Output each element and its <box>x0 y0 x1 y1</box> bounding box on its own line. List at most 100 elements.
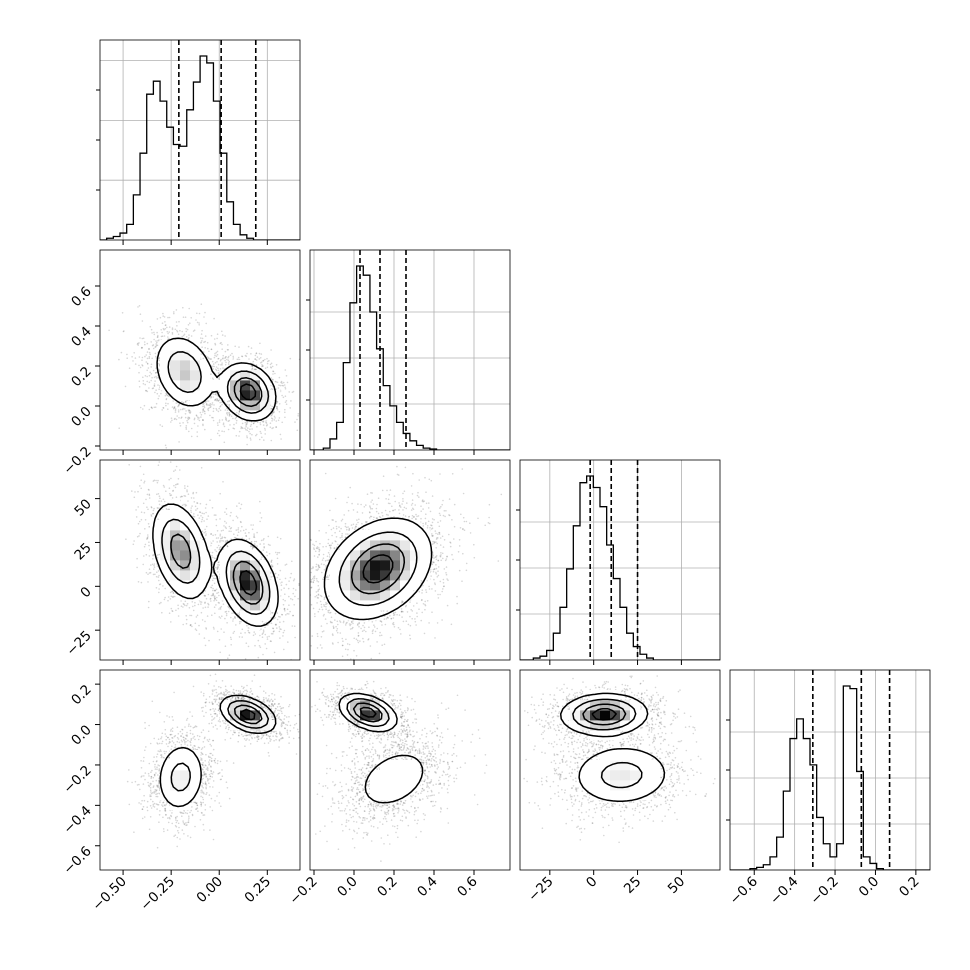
hist-bin <box>383 386 390 450</box>
contour-level <box>167 351 270 414</box>
panel-frame <box>99 669 301 871</box>
hist-bin <box>127 224 134 240</box>
histogram-line <box>100 55 300 240</box>
y-tick-label-p2: 25 <box>71 540 94 563</box>
contour-level <box>591 707 617 721</box>
contours <box>559 692 666 802</box>
y-tick-label-p1: 0.0 <box>68 404 95 431</box>
hist-bin <box>207 63 214 240</box>
scatter-panel-p0-p2 <box>99 459 301 661</box>
y-tick-label-p3: 0.2 <box>68 682 95 709</box>
contour-level <box>170 533 264 605</box>
hist-bin <box>240 235 247 240</box>
scatter-panel-p1-p2 <box>309 459 511 661</box>
samples <box>126 673 300 849</box>
hist-bin <box>180 146 187 240</box>
samples <box>108 303 300 449</box>
y-tick-label-p1: 0.6 <box>68 284 95 311</box>
contour-level <box>159 694 277 808</box>
hist-bin <box>857 771 864 870</box>
contour-level <box>161 518 271 616</box>
hist-bin <box>830 857 837 870</box>
hist-bin <box>607 545 614 660</box>
hist-bin <box>227 202 234 240</box>
x-tick-label-p1: −0.2 <box>286 874 320 908</box>
scatter-panel-p1-p3 <box>309 669 511 871</box>
hist-bin <box>363 275 370 450</box>
panel-frame <box>309 249 511 451</box>
hist-bin <box>160 101 167 240</box>
hist-bin <box>390 406 397 450</box>
contour-level <box>239 383 257 401</box>
x-tick-label-p0: 0.25 <box>242 874 275 907</box>
hist-bin <box>633 647 640 660</box>
contour-level <box>352 702 383 723</box>
x-tick-label-p1: 0.4 <box>414 874 441 901</box>
x-tick-label-p2: 0 <box>583 874 600 891</box>
x-tick-label-p1: 0.2 <box>374 874 401 901</box>
hist-bin <box>553 633 560 660</box>
hist-bin <box>863 857 870 870</box>
x-tick-label-p3: −0.6 <box>727 874 761 908</box>
contours <box>338 692 424 804</box>
x-tick-label-p0: 0.00 <box>193 874 226 907</box>
x-tick-label-p3: −0.2 <box>807 874 841 908</box>
y-tick-label-p3: −0.6 <box>60 843 94 877</box>
x-tick-label-p1: 0.0 <box>334 874 361 901</box>
hist-bin <box>620 607 627 660</box>
contour-level <box>239 570 258 596</box>
hist-bin <box>200 56 207 240</box>
contour-level <box>338 692 424 804</box>
hist-bin <box>640 654 647 660</box>
contours <box>156 337 277 422</box>
y-tick-label-p2: −25 <box>63 628 94 659</box>
density-image <box>150 500 281 631</box>
hist-bin <box>593 488 600 661</box>
hist-bin <box>350 303 357 450</box>
x-tick-label-p1: 0.6 <box>454 874 481 901</box>
hist-panel-p2 <box>519 459 721 661</box>
hist-bin <box>167 127 174 240</box>
panel-frame <box>519 669 721 871</box>
contour-level <box>346 697 390 727</box>
density-image <box>340 690 421 801</box>
contour-level <box>156 337 277 422</box>
contour-level <box>239 708 256 721</box>
hist-bin <box>343 363 350 450</box>
hist-bin <box>187 110 194 240</box>
panel-frame <box>309 459 511 661</box>
x-tick-label-p3: −0.4 <box>767 874 801 908</box>
x-tick-label-p3: 0.0 <box>856 874 883 901</box>
scatter-panel-p0-p3 <box>99 669 301 871</box>
hist-bin <box>140 153 147 240</box>
hist-bin <box>783 791 790 870</box>
hist-bin <box>573 526 580 660</box>
x-tick-label-p0: −0.50 <box>89 874 130 915</box>
hist-bin <box>797 719 804 870</box>
hist-bin <box>803 739 810 870</box>
hist-bin <box>330 439 337 450</box>
contour-level <box>323 517 433 621</box>
contours <box>159 694 277 808</box>
scatter-panel-p2-p3 <box>519 669 721 871</box>
y-tick-label-p3: −0.2 <box>60 762 94 796</box>
hist-bin <box>777 837 784 870</box>
panel-frame <box>729 669 931 871</box>
x-tick-label-p3: 0.2 <box>896 874 923 901</box>
contours <box>323 517 433 621</box>
scatter-panel-p0-p1 <box>99 249 301 451</box>
histogram-line <box>730 685 930 870</box>
hist-bin <box>560 607 567 660</box>
contour-level <box>338 531 418 607</box>
y-tick-label-p3: −0.4 <box>60 803 94 837</box>
panel-frame <box>99 459 301 661</box>
y-tick-label-p2: 50 <box>71 496 94 519</box>
contours <box>152 503 279 627</box>
contour-level <box>350 543 406 595</box>
y-tick-label-p1: −0.2 <box>60 444 94 478</box>
panel-frame <box>99 249 301 451</box>
hist-bin <box>567 569 574 660</box>
y-tick-label-p2: 0 <box>77 584 94 601</box>
contour-level <box>359 706 377 718</box>
hist-bin <box>233 224 240 240</box>
